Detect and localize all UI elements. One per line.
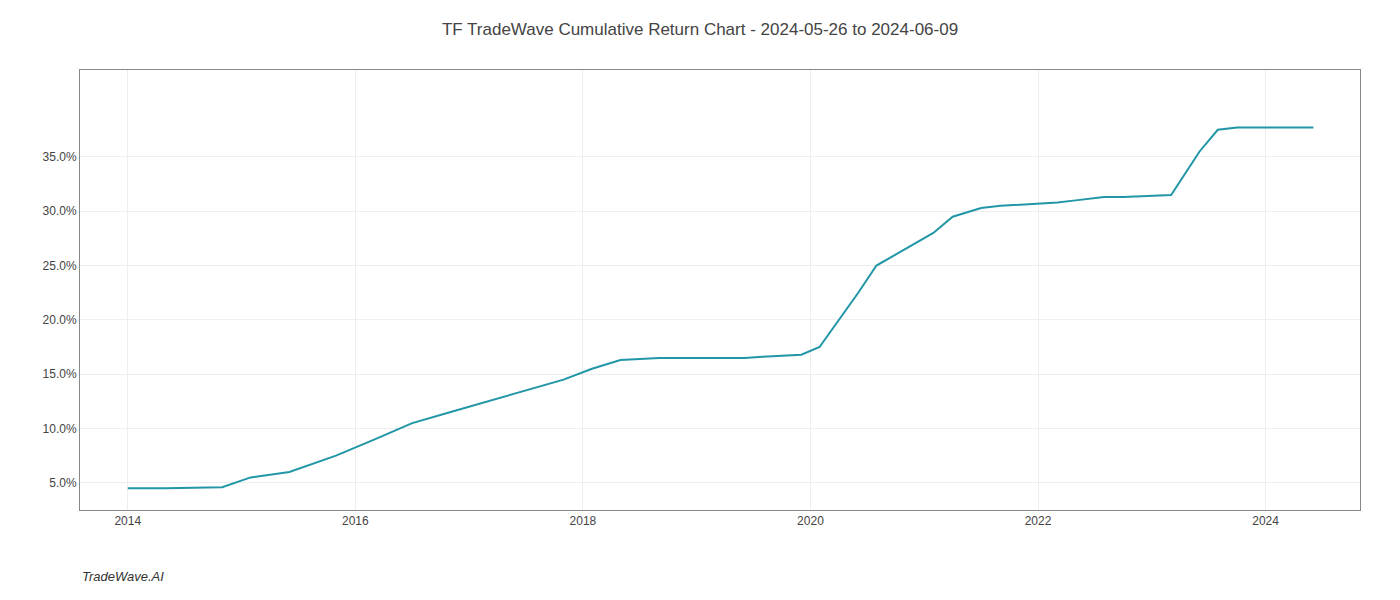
svg-text:2022: 2022 <box>1025 514 1052 528</box>
svg-text:5.0%: 5.0% <box>49 476 77 490</box>
svg-text:2014: 2014 <box>114 514 141 528</box>
svg-text:TF TradeWave Cumulative Return: TF TradeWave Cumulative Return Chart - 2… <box>442 20 958 39</box>
svg-text:15.0%: 15.0% <box>43 367 77 381</box>
svg-text:25.0%: 25.0% <box>43 259 77 273</box>
svg-text:30.0%: 30.0% <box>43 204 77 218</box>
svg-text:20.0%: 20.0% <box>43 313 77 327</box>
svg-text:10.0%: 10.0% <box>43 422 77 436</box>
svg-text:35.0%: 35.0% <box>43 150 77 164</box>
svg-text:2016: 2016 <box>342 514 369 528</box>
svg-text:2024: 2024 <box>1252 514 1279 528</box>
svg-text:TradeWave.AI: TradeWave.AI <box>82 569 164 584</box>
svg-text:2020: 2020 <box>797 514 824 528</box>
svg-text:2018: 2018 <box>570 514 597 528</box>
